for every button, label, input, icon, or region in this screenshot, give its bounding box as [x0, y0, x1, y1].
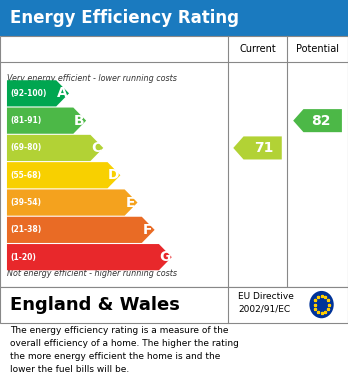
Bar: [0, 36, 348, 287]
Text: (55-68): (55-68): [10, 171, 41, 180]
Text: 82: 82: [311, 114, 330, 127]
Text: Potential: Potential: [296, 44, 339, 54]
Text: B: B: [74, 114, 85, 127]
Polygon shape: [233, 136, 282, 160]
Text: England & Wales: England & Wales: [10, 296, 180, 314]
Text: A: A: [57, 86, 68, 100]
Bar: [0, 287, 348, 323]
Polygon shape: [7, 80, 69, 106]
Text: (69-80): (69-80): [10, 143, 42, 152]
Polygon shape: [7, 108, 86, 134]
Text: E: E: [126, 196, 135, 210]
Text: (81-91): (81-91): [10, 116, 42, 125]
Text: 71: 71: [254, 141, 273, 155]
Text: The energy efficiency rating is a measure of the
overall efficiency of a home. T: The energy efficiency rating is a measur…: [10, 326, 239, 374]
Text: C: C: [91, 141, 101, 155]
Text: F: F: [143, 223, 152, 237]
Polygon shape: [7, 217, 155, 243]
Text: (92-100): (92-100): [10, 89, 47, 98]
Bar: [0, 0, 348, 36]
Text: G: G: [159, 250, 171, 264]
Text: Energy Efficiency Rating: Energy Efficiency Rating: [10, 9, 239, 27]
Text: D: D: [108, 168, 119, 182]
Circle shape: [309, 291, 334, 318]
Text: Not energy efficient - higher running costs: Not energy efficient - higher running co…: [7, 269, 177, 278]
Polygon shape: [7, 244, 172, 270]
Text: (39-54): (39-54): [10, 198, 41, 207]
Text: Current: Current: [239, 44, 276, 54]
Polygon shape: [7, 190, 137, 216]
Text: (21-38): (21-38): [10, 225, 42, 234]
Text: Very energy efficient - lower running costs: Very energy efficient - lower running co…: [7, 74, 177, 83]
Text: (1-20): (1-20): [10, 253, 36, 262]
Text: EU Directive
2002/91/EC: EU Directive 2002/91/EC: [238, 292, 294, 314]
Polygon shape: [293, 109, 342, 132]
Polygon shape: [7, 162, 120, 188]
Polygon shape: [7, 135, 103, 161]
